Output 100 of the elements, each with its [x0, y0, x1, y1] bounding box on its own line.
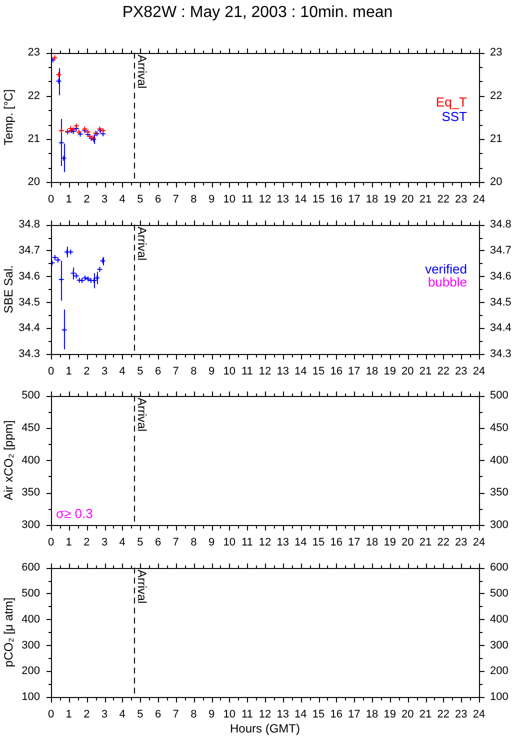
x-tick-label: 4 — [119, 194, 126, 206]
x-tick-label: 3 — [101, 536, 108, 549]
x-tick-label: 4 — [119, 708, 126, 721]
x-tick-label: 18 — [366, 708, 378, 721]
x-tick-label: 23 — [455, 194, 468, 206]
x-tick-label: 3 — [101, 708, 108, 721]
y2-tick-label: 34.3 — [490, 348, 512, 360]
x-tick-label: 22 — [437, 708, 450, 721]
y-axis-title: SBE Sal. — [1, 265, 16, 314]
x-tick-label: 19 — [384, 708, 396, 721]
y-tick-label: 300 — [22, 639, 40, 652]
x-tick-label: 19 — [384, 366, 396, 378]
x-tick-label: 12 — [258, 708, 272, 721]
x-tick-label: 20 — [402, 536, 414, 549]
x-tick-label: 24 — [472, 536, 486, 549]
x-tick-label: 11 — [241, 536, 253, 549]
x-tick-label: 7 — [172, 708, 179, 721]
x-tick-label: 1 — [66, 366, 72, 378]
x-tick-label: 15 — [312, 366, 325, 378]
x-tick-label: 9 — [208, 194, 215, 206]
x-tick-label: 3 — [101, 366, 108, 378]
x-tick-label: 0 — [48, 194, 54, 206]
y2-tick-label: 300 — [490, 639, 508, 652]
x-axis-title: Hours (GMT) — [230, 721, 300, 736]
y-tick-label: 20 — [28, 176, 40, 188]
x-tick-label: 5 — [137, 194, 144, 206]
x-tick-label: 10 — [223, 194, 236, 206]
x-tick-label: 1 — [66, 194, 72, 206]
y2-tick-label: 23 — [490, 46, 502, 59]
x-tick-label: 24 — [472, 366, 486, 378]
x-tick-label: 18 — [366, 536, 378, 549]
x-tick-label: 7 — [172, 194, 179, 206]
y2-tick-label: 300 — [490, 519, 508, 532]
x-tick-label: 14 — [294, 536, 307, 549]
y-tick-label: 200 — [22, 665, 40, 678]
y2-tick-label: 34.7 — [490, 244, 512, 257]
y-tick-label: 34.4 — [18, 322, 40, 334]
y-tick-label: 300 — [22, 519, 40, 532]
y-axis-title: Temp. [°C] — [1, 89, 16, 146]
y2-tick-label: 500 — [490, 588, 508, 600]
x-tick-label: 14 — [294, 366, 307, 378]
x-tick-label: 21 — [419, 536, 432, 549]
text: SST — [442, 108, 468, 124]
y2-tick-label: 500 — [490, 390, 508, 402]
x-tick-label: 6 — [154, 366, 162, 378]
y-tick-label: 34.7 — [18, 244, 40, 257]
x-tick-label: 16 — [330, 536, 342, 549]
x-tick-label: 17 — [348, 536, 360, 549]
y2-tick-label: 450 — [490, 422, 508, 434]
ref-line-label: Arrival — [135, 226, 150, 261]
x-tick-label: 19 — [384, 536, 396, 549]
x-tick-label: 17 — [348, 366, 360, 378]
y-tick-label: 500 — [22, 588, 40, 600]
x-tick-label: 17 — [348, 708, 360, 721]
x-tick-label: 21 — [419, 194, 432, 206]
y2-tick-label: 100 — [490, 691, 508, 704]
y2-tick-label: 34.4 — [490, 322, 512, 334]
x-tick-label: 12 — [258, 366, 272, 378]
x-tick-label: 0 — [48, 708, 54, 721]
x-tick-label: 10 — [223, 536, 236, 549]
y2-tick-label: 200 — [490, 665, 508, 678]
text: Eq_T — [436, 94, 468, 110]
x-tick-label: 9 — [208, 366, 215, 378]
y2-tick-label: 400 — [490, 613, 508, 626]
ref-line-label: Arrival — [135, 570, 150, 604]
x-tick-label: 20 — [402, 194, 414, 206]
y2-tick-label: 20 — [490, 176, 502, 188]
text: verified — [425, 261, 467, 276]
x-tick-label: 10 — [223, 708, 236, 721]
y2-tick-label: 400 — [490, 454, 508, 466]
x-tick-label: 1 — [66, 708, 72, 721]
x-tick-label: 4 — [119, 536, 126, 549]
y2-tick-label: 350 — [490, 486, 508, 499]
x-tick-label: 6 — [154, 708, 162, 721]
x-tick-label: 22 — [437, 194, 450, 206]
x-tick-label: 13 — [276, 708, 289, 721]
x-tick-label: 19 — [384, 194, 396, 206]
x-tick-label: 23 — [455, 536, 468, 549]
y-tick-label: 34.8 — [18, 218, 40, 231]
x-tick-label: 24 — [472, 708, 486, 721]
x-tick-label: 15 — [312, 194, 325, 206]
x-tick-label: 13 — [276, 366, 289, 378]
x-tick-label: 8 — [190, 366, 197, 378]
x-tick-label: 21 — [419, 708, 432, 721]
chart-title: PX82W : May 21, 2003 : 10min. mean — [121, 3, 394, 23]
x-tick-label: 6 — [154, 194, 162, 206]
x-tick-label: 0 — [48, 366, 54, 378]
x-tick-label: 8 — [190, 536, 197, 549]
y-tick-label: 100 — [22, 691, 40, 704]
y-tick-label: 400 — [22, 613, 40, 626]
x-tick-label: 22 — [437, 366, 450, 378]
x-tick-label: 15 — [312, 536, 325, 549]
x-tick-label: 0 — [48, 536, 54, 549]
x-tick-label: 6 — [154, 536, 162, 549]
x-tick-label: 21 — [419, 366, 432, 378]
x-tick-label: 16 — [330, 708, 342, 721]
legend-label: bubble — [428, 274, 467, 290]
y-tick-label: 34.5 — [18, 296, 40, 308]
x-tick-label: 4 — [119, 366, 126, 378]
x-tick-label: 24 — [472, 194, 486, 206]
